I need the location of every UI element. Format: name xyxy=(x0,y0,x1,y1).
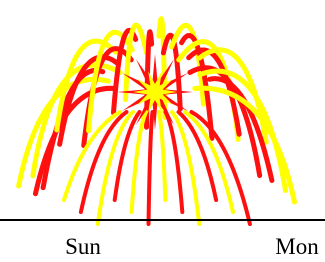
day-label: Mon xyxy=(275,234,319,259)
spark-streak xyxy=(98,112,133,224)
spark-streak xyxy=(159,112,165,200)
fireworks xyxy=(19,19,295,224)
screen: Sun Mon xyxy=(0,0,325,262)
spark-streak xyxy=(132,112,146,212)
day-label: Sun xyxy=(65,234,101,259)
spark-streak xyxy=(149,112,153,224)
